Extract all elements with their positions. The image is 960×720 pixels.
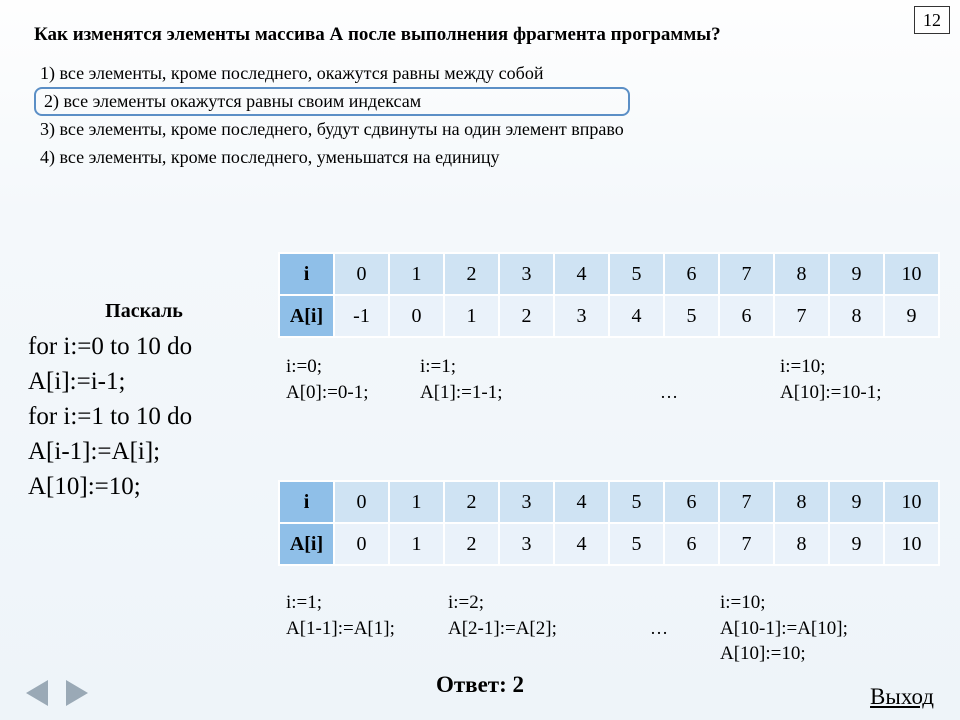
code-line: A[i-1]:=A[i]; — [28, 434, 260, 469]
trace-line: A[1]:=1-1; — [420, 380, 502, 406]
cell: 3 — [499, 523, 554, 565]
th: 0 — [334, 253, 389, 295]
th: 1 — [389, 481, 444, 523]
code-line: for i:=1 to 10 do — [28, 399, 260, 434]
trace1-col1: i:=0; A[0]:=0-1; — [286, 354, 368, 405]
cell: 7 — [719, 523, 774, 565]
th: 6 — [664, 253, 719, 295]
trace-line: i:=1; — [286, 590, 395, 616]
th: 2 — [444, 481, 499, 523]
th: 9 — [829, 253, 884, 295]
th: 5 — [609, 253, 664, 295]
th: 4 — [554, 481, 609, 523]
next-arrow-icon[interactable] — [66, 680, 88, 706]
trace2-col3: i:=10; A[10-1]:=A[10]; A[10]:=10; — [720, 590, 848, 667]
cell: 9 — [884, 295, 939, 337]
trace-line: i:=2; — [448, 590, 557, 616]
trace-line: A[0]:=0-1; — [286, 380, 368, 406]
trace1-col3: i:=10; A[10]:=10-1; — [780, 354, 881, 405]
option-2[interactable]: 2) все элементы окажутся равны своим инд… — [34, 87, 630, 116]
cell: 1 — [389, 523, 444, 565]
nav-arrows — [26, 680, 88, 706]
th: 7 — [719, 253, 774, 295]
ellipsis-icon: … — [660, 382, 678, 403]
cell: 8 — [774, 523, 829, 565]
th: 0 — [334, 481, 389, 523]
cell: -1 — [334, 295, 389, 337]
trace2-col2: i:=2; A[2-1]:=A[2]; — [448, 590, 557, 641]
cell: 0 — [334, 523, 389, 565]
th: 10 — [884, 253, 939, 295]
trace-line: A[2-1]:=A[2]; — [448, 616, 557, 642]
th: 1 — [389, 253, 444, 295]
pascal-code: for i:=0 to 10 do A[i]:=i-1; for i:=1 to… — [28, 329, 260, 504]
prev-arrow-icon[interactable] — [26, 680, 48, 706]
th: 3 — [499, 253, 554, 295]
th: 9 — [829, 481, 884, 523]
exit-link[interactable]: Выход — [870, 684, 934, 710]
cell: 4 — [554, 523, 609, 565]
trace1-col2: i:=1; A[1]:=1-1; — [420, 354, 502, 405]
th: 2 — [444, 253, 499, 295]
trace-line: A[1-1]:=A[1]; — [286, 616, 395, 642]
option-1[interactable]: 1) все элементы, кроме последнего, окажу… — [34, 60, 630, 87]
code-line: A[10]:=10; — [28, 469, 260, 504]
cell: 1 — [444, 295, 499, 337]
cell: 0 — [389, 295, 444, 337]
code-line: A[i]:=i-1; — [28, 364, 260, 399]
th: 6 — [664, 481, 719, 523]
cell: 10 — [884, 523, 939, 565]
cell: 8 — [829, 295, 884, 337]
pascal-code-block: Паскаль for i:=0 to 10 do A[i]:=i-1; for… — [28, 300, 260, 504]
th: 8 — [774, 481, 829, 523]
option-4[interactable]: 4) все элементы, кроме последнего, умень… — [34, 144, 630, 171]
trace-line: i:=1; — [420, 354, 502, 380]
trace-line: A[10]:=10-1; — [780, 380, 881, 406]
array-table-2: i 0 1 2 3 4 5 6 7 8 9 10 A[i] 0 1 2 3 4 … — [278, 480, 940, 566]
cell: 4 — [609, 295, 664, 337]
trace-line: i:=0; — [286, 354, 368, 380]
cell: 7 — [774, 295, 829, 337]
th: 5 — [609, 481, 664, 523]
cell: 5 — [609, 523, 664, 565]
row-label: A[i] — [279, 523, 334, 565]
th: 10 — [884, 481, 939, 523]
array-table-1: i 0 1 2 3 4 5 6 7 8 9 10 A[i] -1 0 1 2 3… — [278, 252, 940, 338]
answer-options: 1) все элементы, кроме последнего, окажу… — [34, 60, 630, 171]
cell: 9 — [829, 523, 884, 565]
ellipsis-icon: … — [650, 618, 668, 639]
th: 7 — [719, 481, 774, 523]
trace2-col1: i:=1; A[1-1]:=A[1]; — [286, 590, 395, 641]
cell: 5 — [664, 295, 719, 337]
question-title: Как изменятся элементы массива А после в… — [34, 24, 900, 46]
option-3[interactable]: 3) все элементы, кроме последнего, будут… — [34, 116, 630, 143]
answer-label: Ответ: 2 — [0, 672, 960, 698]
cell: 3 — [554, 295, 609, 337]
trace-line: i:=10; — [720, 590, 848, 616]
trace-line: A[10-1]:=A[10]; — [720, 616, 848, 642]
code-line: for i:=0 to 10 do — [28, 329, 260, 364]
row-label: A[i] — [279, 295, 334, 337]
th-i: i — [279, 481, 334, 523]
cell: 6 — [719, 295, 774, 337]
th: 4 — [554, 253, 609, 295]
th: 3 — [499, 481, 554, 523]
th-i: i — [279, 253, 334, 295]
pascal-title: Паскаль — [28, 300, 260, 323]
cell: 6 — [664, 523, 719, 565]
cell: 2 — [444, 523, 499, 565]
trace-line: i:=10; — [780, 354, 881, 380]
trace-line: A[10]:=10; — [720, 641, 848, 667]
slide-number: 12 — [914, 6, 950, 34]
th: 8 — [774, 253, 829, 295]
cell: 2 — [499, 295, 554, 337]
